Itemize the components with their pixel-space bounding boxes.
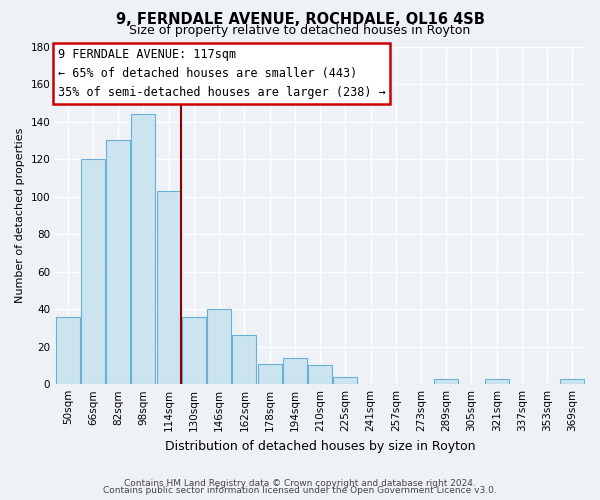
Bar: [157, 191, 181, 384]
Bar: [560, 378, 584, 384]
Bar: [232, 336, 256, 384]
Text: Size of property relative to detached houses in Royton: Size of property relative to detached ho…: [130, 24, 470, 37]
Bar: [334, 376, 357, 384]
Bar: [131, 114, 155, 384]
X-axis label: Distribution of detached houses by size in Royton: Distribution of detached houses by size …: [165, 440, 475, 452]
Bar: [485, 378, 509, 384]
Bar: [81, 159, 105, 384]
Text: Contains HM Land Registry data © Crown copyright and database right 2024.: Contains HM Land Registry data © Crown c…: [124, 478, 476, 488]
Bar: [207, 309, 231, 384]
Bar: [56, 316, 80, 384]
Text: Contains public sector information licensed under the Open Government Licence v3: Contains public sector information licen…: [103, 486, 497, 495]
Bar: [308, 366, 332, 384]
Text: 9, FERNDALE AVENUE, ROCHDALE, OL16 4SB: 9, FERNDALE AVENUE, ROCHDALE, OL16 4SB: [116, 12, 484, 28]
Text: 9 FERNDALE AVENUE: 117sqm
← 65% of detached houses are smaller (443)
35% of semi: 9 FERNDALE AVENUE: 117sqm ← 65% of detac…: [58, 48, 386, 99]
Y-axis label: Number of detached properties: Number of detached properties: [15, 128, 25, 303]
Bar: [106, 140, 130, 384]
Bar: [182, 316, 206, 384]
Bar: [257, 364, 281, 384]
Bar: [283, 358, 307, 384]
Bar: [434, 378, 458, 384]
